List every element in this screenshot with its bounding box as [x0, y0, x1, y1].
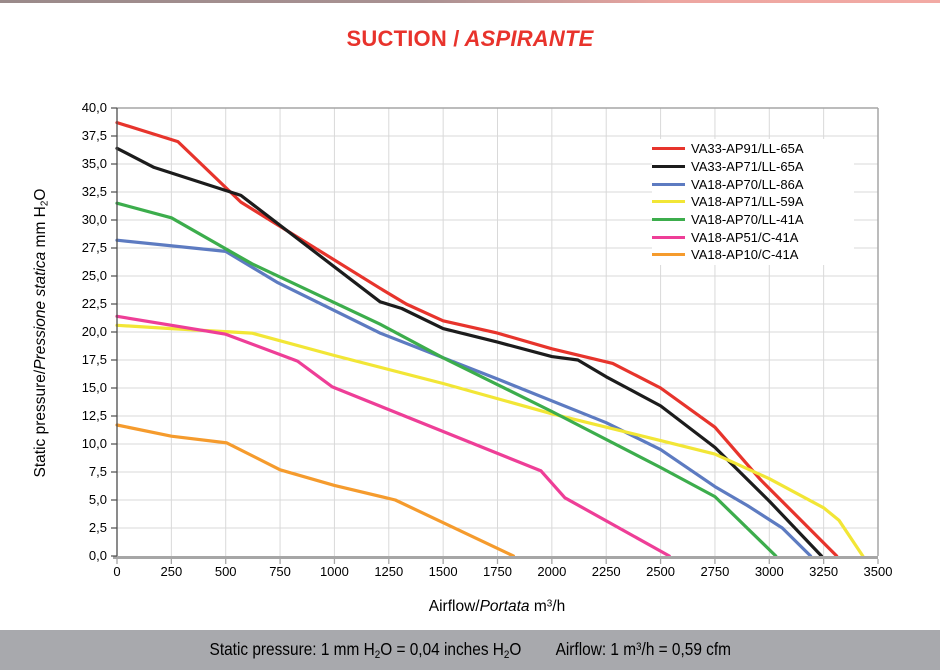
legend-label: VA18-AP70/LL-41A	[691, 212, 804, 228]
x-axis-unit-end: /h	[552, 598, 566, 615]
curve-va18-ap51-c-41a	[115, 314, 671, 558]
x-tick-label: 500	[214, 564, 237, 579]
y-tick-label: 37,5	[81, 128, 107, 143]
y-tick-label: 10,0	[81, 436, 107, 451]
legend-item: VA18-AP71/LL-59A	[652, 193, 854, 211]
x-tick-label: 3000	[754, 564, 784, 579]
y-tick-label: 17,5	[81, 352, 107, 367]
x-axis-unit: m	[529, 598, 547, 615]
x-tick-label: 2250	[591, 564, 621, 579]
legend-line-swatch	[652, 147, 685, 151]
legend-item: VA18-AP70/LL-41A	[652, 211, 854, 229]
legend-item: VA18-AP70/LL-86A	[652, 175, 854, 193]
legend-line-swatch	[652, 253, 685, 257]
legend-line-swatch	[652, 200, 685, 204]
y-tick-label: 20,0	[81, 324, 107, 339]
x-axis-title-english: Airflow/	[428, 598, 480, 615]
chart-title: SUCTION / ASPIRANTE	[0, 26, 940, 52]
legend-label: VA18-AP70/LL-86A	[691, 176, 804, 192]
legend-line-swatch	[652, 182, 685, 186]
y-tick-label: 40,0	[81, 100, 107, 115]
y-axis-title: Static pressure/Pressione statica mm H2O	[32, 123, 52, 543]
y-tick-label: 15,0	[81, 380, 107, 395]
y-tick-label: 22,5	[81, 296, 107, 311]
legend-line-swatch	[652, 218, 685, 222]
x-tick-label: 3250	[809, 564, 839, 579]
legend-label: VA33-AP91/LL-65A	[691, 141, 804, 157]
y-axis-unit: mm H	[32, 206, 49, 252]
y-axis-unit-subscript: 2	[39, 200, 51, 207]
x-tick-label: 1750	[483, 564, 512, 579]
conversion-footer-text: Static pressure: 1 mm H2O = 0,04 inches …	[209, 639, 730, 661]
static-pressure-conversion: Static pressure: 1 mm H2O = 0,04 inches …	[209, 639, 522, 661]
page-top-edge-strip	[0, 0, 940, 3]
y-tick-label: 32,5	[81, 184, 107, 199]
legend-label: VA18-AP10/C-41A	[691, 247, 799, 263]
y-tick-label: 30,0	[81, 212, 107, 227]
x-tick-label: 0	[113, 564, 121, 579]
y-tick-label: 25,0	[81, 268, 107, 283]
chart-legend: VA33-AP91/LL-65A VA33-AP71/LL-65A VA18-AP7…	[652, 139, 854, 265]
legend-label: VA33-AP71/LL-65A	[691, 159, 804, 175]
legend-item: VA33-AP71/LL-65A	[652, 158, 854, 176]
y-tick-label: 35,0	[81, 156, 107, 171]
conversion-footer-bar: Static pressure: 1 mm H2O = 0,04 inches …	[0, 630, 940, 670]
x-tick-label: 1000	[319, 564, 349, 579]
legend-item: VA33-AP91/LL-65A	[652, 140, 854, 158]
y-tick-label: 27,5	[81, 240, 107, 255]
x-tick-label: 3500	[863, 564, 893, 579]
x-tick-label: 1500	[428, 564, 458, 579]
x-axis-title: Airflow/Portata m3/h	[317, 598, 677, 616]
curve-va18-ap70-ll-86a	[115, 238, 813, 558]
y-axis-unit-end: O	[32, 188, 49, 201]
y-tick-label: 12,5	[81, 408, 107, 423]
y-tick-label: 7,5	[88, 464, 107, 479]
y-tick-label: 2,5	[88, 520, 107, 535]
legend-line-swatch	[652, 165, 685, 169]
x-tick-label: 750	[269, 564, 291, 579]
x-axis-title-italian: Portata	[479, 598, 530, 615]
x-tick-label: 2000	[537, 564, 567, 579]
curve-va33-ap71-ll-65a	[115, 146, 824, 558]
y-tick-label: 5,0	[88, 492, 107, 507]
curve-va18-ap10-c-41a	[115, 423, 516, 558]
x-tick-label: 2750	[700, 564, 730, 579]
legend-item: VA18-AP51/C-41A	[652, 228, 854, 246]
x-tick-label: 250	[160, 564, 183, 579]
y-axis-title-italian: Pressione statica	[32, 251, 49, 370]
legend-label: VA18-AP51/C-41A	[691, 229, 799, 245]
legend-line-swatch	[652, 235, 685, 239]
curve-va18-ap71-ll-59a	[115, 323, 865, 558]
legend-item: VA18-AP10/C-41A	[652, 246, 854, 264]
chart-title-english: SUCTION /	[346, 26, 460, 51]
x-tick-label: 1250	[374, 564, 404, 579]
legend-label: VA18-AP71/LL-59A	[691, 194, 804, 210]
chart-title-italian: ASPIRANTE	[464, 26, 594, 51]
x-axis-unit-superscript: 3	[546, 598, 553, 610]
y-axis-title-english: Static pressure/	[32, 369, 49, 478]
airflow-conversion: Airflow: 1 m3/h = 0,59 cfm	[555, 639, 731, 660]
x-tick-label: 2500	[646, 564, 676, 579]
curve-va18-ap70-ll-41a	[115, 201, 778, 558]
curve-va33-ap91-ll-65a	[115, 120, 839, 558]
y-tick-label: 0,0	[88, 548, 107, 563]
